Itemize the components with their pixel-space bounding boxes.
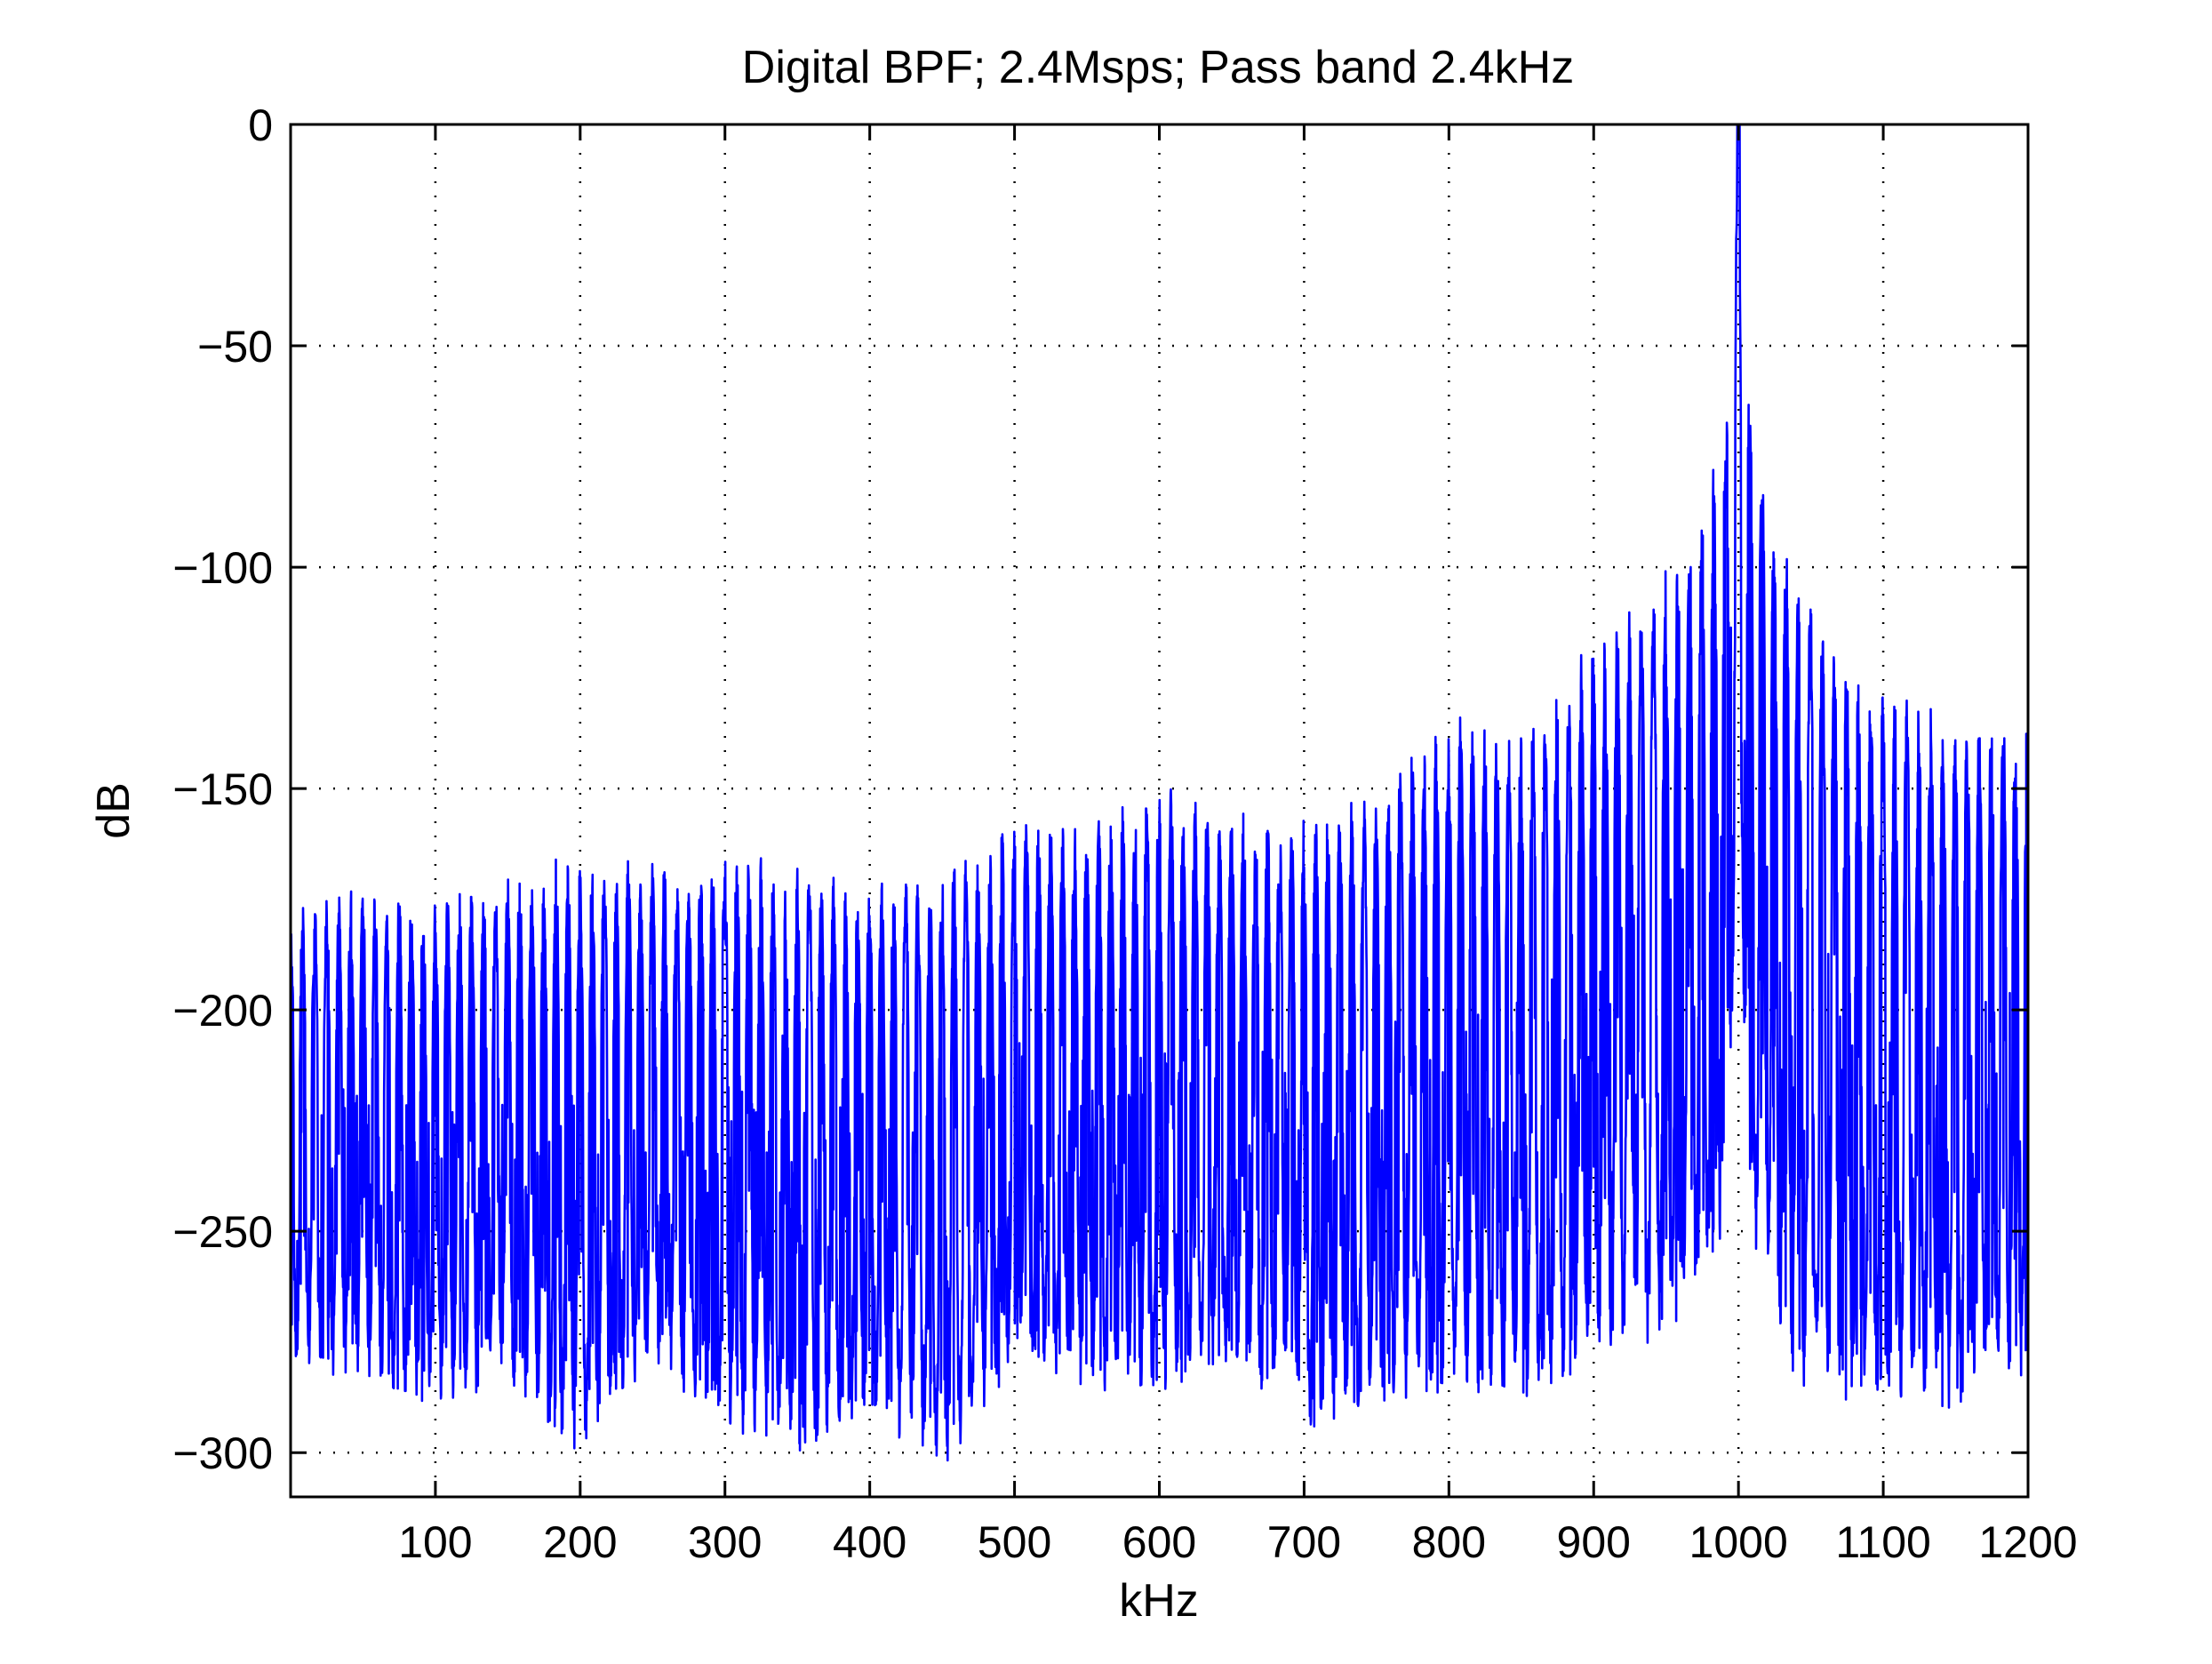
x-tick-label: 500 [978, 1517, 1051, 1567]
x-tick-label: 400 [833, 1517, 906, 1567]
y-tick-label: −50 [197, 322, 273, 372]
x-tick-label: 300 [688, 1517, 762, 1567]
x-axis-label: kHz [1119, 1575, 1199, 1627]
x-tick-label: 800 [1412, 1517, 1486, 1567]
y-tick-label: −100 [172, 543, 273, 593]
x-tick-label: 200 [543, 1517, 617, 1567]
y-tick-label: 0 [248, 100, 273, 150]
x-tick-label: 1100 [1835, 1517, 1931, 1567]
x-tick-label: 900 [1557, 1517, 1631, 1567]
x-tick-label: 1200 [1978, 1517, 2077, 1567]
y-tick-labels: 0 −50 −100 −150 −200 −250 −300 [172, 100, 273, 1478]
x-tick-label: 700 [1267, 1517, 1341, 1567]
x-tick-label: 1000 [1689, 1517, 1788, 1567]
tick-marks [291, 123, 2030, 1497]
y-axis-label: dB [88, 782, 140, 839]
y-tick-label: −300 [172, 1428, 273, 1478]
x-tick-labels: 100 200 300 400 500 600 700 800 900 1000 1100 1200 [398, 1517, 2077, 1567]
chart-title: Digital BPF; 2.4Msps; Pass band 2.4kHz [742, 42, 1574, 93]
x-tick-label: 100 [398, 1517, 472, 1567]
y-tick-label: −250 [172, 1207, 273, 1257]
y-tick-label: −150 [172, 764, 273, 814]
x-tick-label: 600 [1122, 1517, 1196, 1567]
y-tick-label: −200 [172, 986, 273, 1036]
